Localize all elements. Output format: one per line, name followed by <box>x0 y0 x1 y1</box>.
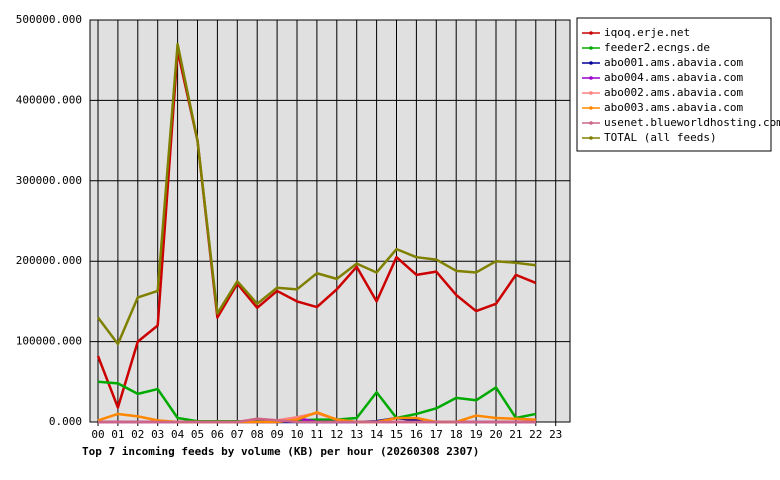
x-tick-label: 16 <box>410 428 423 441</box>
legend-label: TOTAL (all feeds) <box>604 131 717 144</box>
legend-label: abo004.ams.abavia.com <box>604 71 743 84</box>
x-tick-label: 22 <box>529 428 542 441</box>
x-tick-label: 17 <box>430 428 443 441</box>
legend-label: feeder2.ecngs.de <box>604 41 710 54</box>
legend-label: abo001.ams.abavia.com <box>604 56 743 69</box>
series-line <box>96 49 537 409</box>
x-tick-label: 06 <box>211 428 224 441</box>
legend-dot <box>589 91 593 95</box>
plot-area <box>89 19 571 423</box>
y-tick-label: 0.000 <box>49 415 82 428</box>
legend-dot <box>589 106 593 110</box>
x-tick-label: 07 <box>231 428 244 441</box>
x-tick-label: 20 <box>489 428 502 441</box>
x-tick-label: 05 <box>191 428 204 441</box>
x-tick-label: 13 <box>350 428 363 441</box>
series-line <box>98 417 536 424</box>
legend-label: usenet.blueworldhosting.com <box>604 116 780 129</box>
x-tick-label: 10 <box>290 428 303 441</box>
series-line <box>97 42 536 346</box>
x-tick-label: 08 <box>251 428 264 441</box>
x-tick-label: 12 <box>330 428 343 441</box>
x-tick-label: 00 <box>91 428 104 441</box>
series-line <box>97 380 537 423</box>
x-tick-label: 19 <box>469 428 482 441</box>
y-tick-label: 200000.000 <box>16 254 82 267</box>
x-tick-label: 09 <box>270 428 283 441</box>
y-tick-label: 300000.000 <box>16 174 82 187</box>
y-tick-label: 100000.000 <box>16 335 82 348</box>
x-tick-label: 15 <box>390 428 403 441</box>
legend-label: abo002.ams.abavia.com <box>604 86 743 99</box>
legend-box <box>576 17 772 152</box>
legend-dot <box>589 61 593 65</box>
legend-dot <box>589 76 593 80</box>
y-tick-label: 400000.000 <box>16 93 82 106</box>
y-tick-label: 500000.000 <box>16 13 82 26</box>
x-tick-label: 14 <box>370 428 384 441</box>
x-tick-label: 18 <box>450 428 463 441</box>
x-tick-label: 02 <box>131 428 144 441</box>
x-tick-label: 04 <box>171 428 185 441</box>
legend-label: iqoq.erje.net <box>604 26 690 39</box>
legend-label: abo003.ams.abavia.com <box>604 101 743 114</box>
x-tick-label: 23 <box>549 428 562 441</box>
x-tick-label: 03 <box>151 428 164 441</box>
x-tick-label: 21 <box>509 428 522 441</box>
legend-dot <box>589 121 593 125</box>
legend-dot <box>589 31 593 35</box>
x-tick-label: 11 <box>310 428 323 441</box>
x-tick-label: 01 <box>111 428 124 441</box>
chart-title: Top 7 incoming feeds by volume (KB) per … <box>82 445 479 458</box>
legend-dot <box>589 136 593 140</box>
legend-dot <box>589 46 593 50</box>
